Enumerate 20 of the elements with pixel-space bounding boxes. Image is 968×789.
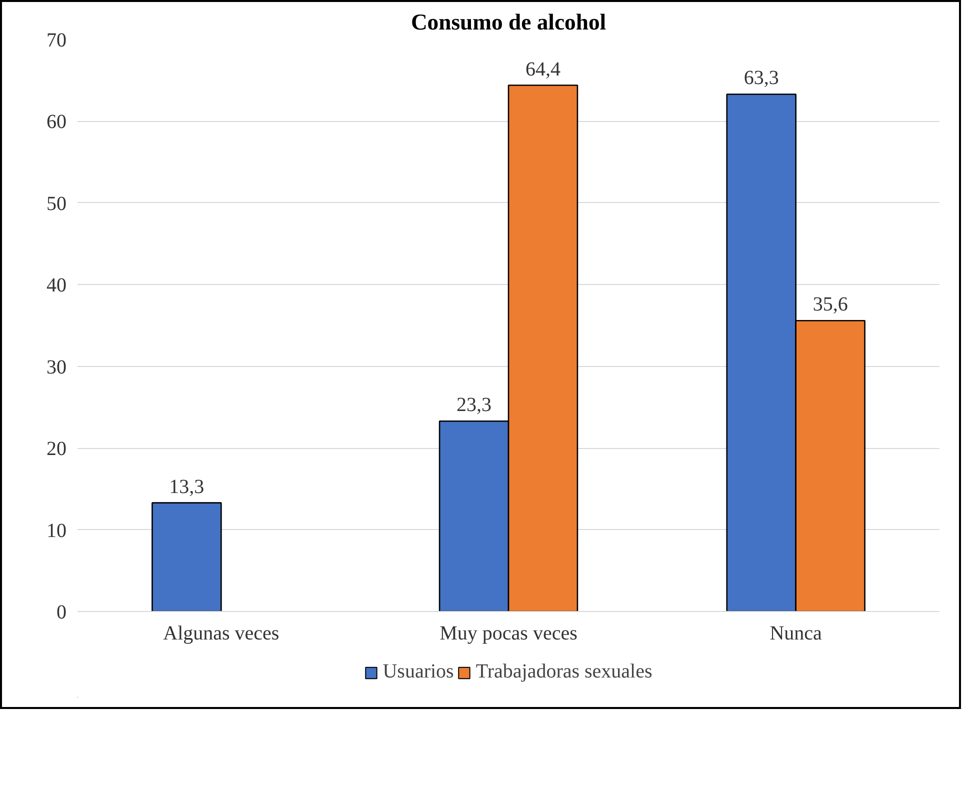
data-label: 35,6: [812, 294, 848, 316]
data-label: 63,3: [744, 67, 779, 90]
bar: [152, 502, 222, 612]
chart-title: Consumo de alcohol: [410, 10, 606, 34]
data-label: 64,4: [525, 58, 560, 80]
y-tick-label: 50: [46, 192, 66, 215]
y-tick-label: 30: [46, 356, 66, 378]
legend-label: Trabajadoras sexuales: [476, 660, 652, 684]
x-tick-label: Algunas veces: [163, 622, 280, 644]
y-tick-label: 0: [56, 602, 66, 624]
y-tick-label: 20: [46, 438, 66, 460]
y-tick-label: 70: [46, 30, 66, 52]
y-tick-label: 10: [46, 520, 66, 542]
x-tick-label: Muy pocas veces: [440, 622, 578, 644]
data-label: 13,3: [169, 476, 204, 498]
data-label: 23,3: [456, 394, 492, 416]
x-tick-label: Nunca: [770, 622, 822, 644]
y-tick-label: 60: [46, 111, 66, 134]
legend-label: Usuarios: [382, 660, 454, 684]
y-tick-label: 40: [46, 274, 66, 297]
